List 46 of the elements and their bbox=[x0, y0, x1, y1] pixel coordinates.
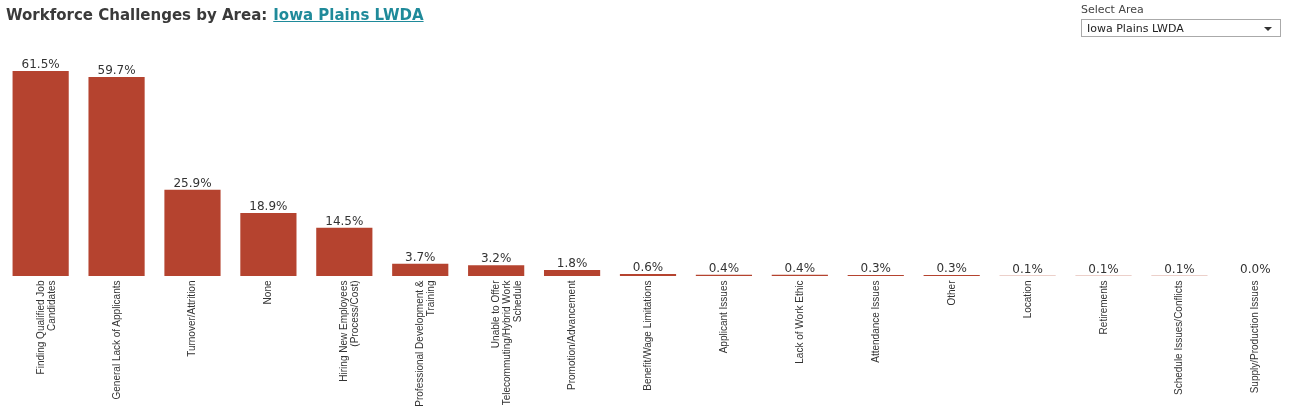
bar bbox=[316, 227, 373, 276]
data-label: 61.5% bbox=[21, 57, 60, 71]
x-tick-label: Turnover/Attrition bbox=[186, 280, 198, 357]
x-tick-label: Hiring New Employees (Process/Cost) bbox=[338, 280, 361, 382]
bar bbox=[88, 77, 145, 276]
data-label: 0.1% bbox=[1164, 261, 1195, 276]
x-tick-label: Location bbox=[1021, 280, 1033, 319]
data-label: 0.1% bbox=[1012, 261, 1043, 276]
bar bbox=[240, 213, 297, 276]
text: Select Area bbox=[1081, 3, 1145, 16]
data-label: 0.1% bbox=[1088, 261, 1119, 276]
data-label: 0.3% bbox=[860, 261, 892, 275]
data-label: 0.4% bbox=[708, 260, 740, 275]
bar bbox=[12, 71, 69, 276]
x-tick-label: Lack of Work Ethic bbox=[793, 280, 805, 364]
data-label: 0.0% bbox=[1240, 262, 1271, 276]
x-tick-label: Benefit/Wage Limitations bbox=[642, 280, 653, 391]
chart-subtitle: Iowa Plains LWDA bbox=[273, 6, 424, 24]
data-label: 3.7% bbox=[404, 249, 436, 264]
x-tick-label: Finding Qualified Job Candidates bbox=[34, 280, 57, 375]
text: Iowa Plains LWDA bbox=[1087, 22, 1184, 35]
x-tick-label: Unable to Offer Telecommuting/Hybrid Work Schedule bbox=[490, 279, 524, 406]
x-tick-label: Other bbox=[945, 279, 957, 306]
data-label: 18.9% bbox=[249, 199, 288, 213]
x-tick-label: None bbox=[262, 280, 274, 305]
x-tick-label: Retirements bbox=[1097, 280, 1109, 335]
data-label: 25.9% bbox=[173, 175, 212, 190]
x-tick-label: Schedule Issues/Conflicts bbox=[1173, 280, 1185, 396]
x-tick-label: Applicant Issues bbox=[717, 280, 729, 354]
data-label: 14.5% bbox=[325, 213, 364, 228]
x-tick-label: General Lack of Applicants bbox=[110, 280, 122, 400]
x-tick-label: Professional Development & Training bbox=[414, 280, 437, 407]
data-label: 59.7% bbox=[97, 63, 136, 77]
bar bbox=[392, 263, 449, 276]
bar bbox=[543, 270, 601, 276]
data-label: 0.3% bbox=[936, 261, 967, 275]
bar bbox=[164, 189, 221, 276]
chart-title: Workforce Challenges by Area: bbox=[6, 6, 268, 24]
data-label: 0.6% bbox=[632, 260, 664, 274]
x-tick-label: Attendance Issues bbox=[869, 280, 881, 363]
data-label: 1.8% bbox=[556, 256, 588, 270]
x-tick-label: Supply/Production Issues bbox=[1249, 280, 1261, 394]
data-label: 0.4% bbox=[784, 260, 816, 275]
data-label: 3.2% bbox=[480, 251, 512, 266]
x-tick-label: Promotion/Advancement bbox=[566, 280, 578, 391]
bar bbox=[468, 265, 525, 276]
